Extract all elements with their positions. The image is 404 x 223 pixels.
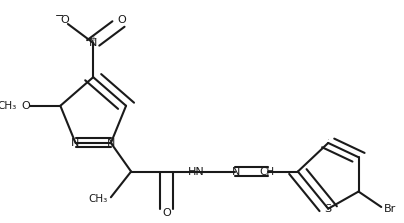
Text: −: − xyxy=(55,11,64,21)
Text: CH: CH xyxy=(259,167,274,177)
Text: +: + xyxy=(90,36,96,42)
Text: CH₃: CH₃ xyxy=(0,101,17,111)
Text: S: S xyxy=(325,204,332,214)
Text: Br: Br xyxy=(384,204,396,214)
Text: O: O xyxy=(60,15,69,25)
Text: CH₃: CH₃ xyxy=(88,194,108,204)
Text: HN: HN xyxy=(187,167,204,177)
Text: O: O xyxy=(118,15,126,25)
Text: O: O xyxy=(162,208,171,218)
Text: N: N xyxy=(72,138,80,148)
Text: N: N xyxy=(89,38,97,48)
Text: N: N xyxy=(107,138,115,148)
Text: N: N xyxy=(232,167,240,177)
Text: O: O xyxy=(21,101,30,111)
